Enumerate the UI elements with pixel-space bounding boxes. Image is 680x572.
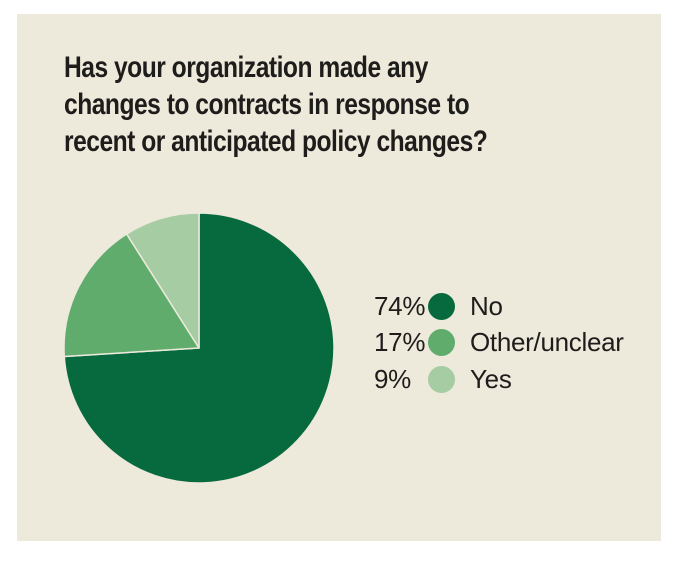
- legend-dot-yes-icon: [428, 365, 455, 393]
- chart-title-line-2: changes to contracts in response to: [64, 88, 470, 121]
- pie-chart-container: [49, 198, 349, 498]
- pie-slice-yes: [125, 212, 200, 349]
- legend-row-no: 74% No: [374, 288, 624, 325]
- pie-chart: [63, 212, 335, 484]
- legend-percent-yes: 9%: [374, 363, 411, 394]
- chart-panel: Has your organization made any changes t…: [17, 14, 661, 541]
- chart-legend: 74% No 17% Other/unclear 9% Yes: [374, 288, 624, 398]
- chart-title-line-3: recent or anticipated policy changes?: [64, 125, 488, 158]
- legend-dot-other-unclear-icon: [428, 329, 455, 357]
- legend-percent-no: 74%: [374, 290, 426, 321]
- legend-label-yes: Yes: [470, 363, 512, 394]
- chart-title: Has your organization made any changes t…: [64, 49, 488, 160]
- legend-label-no: No: [470, 290, 503, 321]
- legend-row-other-unclear: 17% Other/unclear: [374, 325, 624, 362]
- legend-dot-no-icon: [428, 292, 455, 320]
- legend-label-other-unclear: Other/unclear: [470, 327, 624, 358]
- legend-row-yes: 9% Yes: [374, 361, 624, 398]
- legend-percent-other-unclear: 17%: [374, 327, 426, 358]
- pie-slice-other-unclear: [63, 233, 200, 358]
- chart-title-line-1: Has your organization made any: [64, 51, 428, 84]
